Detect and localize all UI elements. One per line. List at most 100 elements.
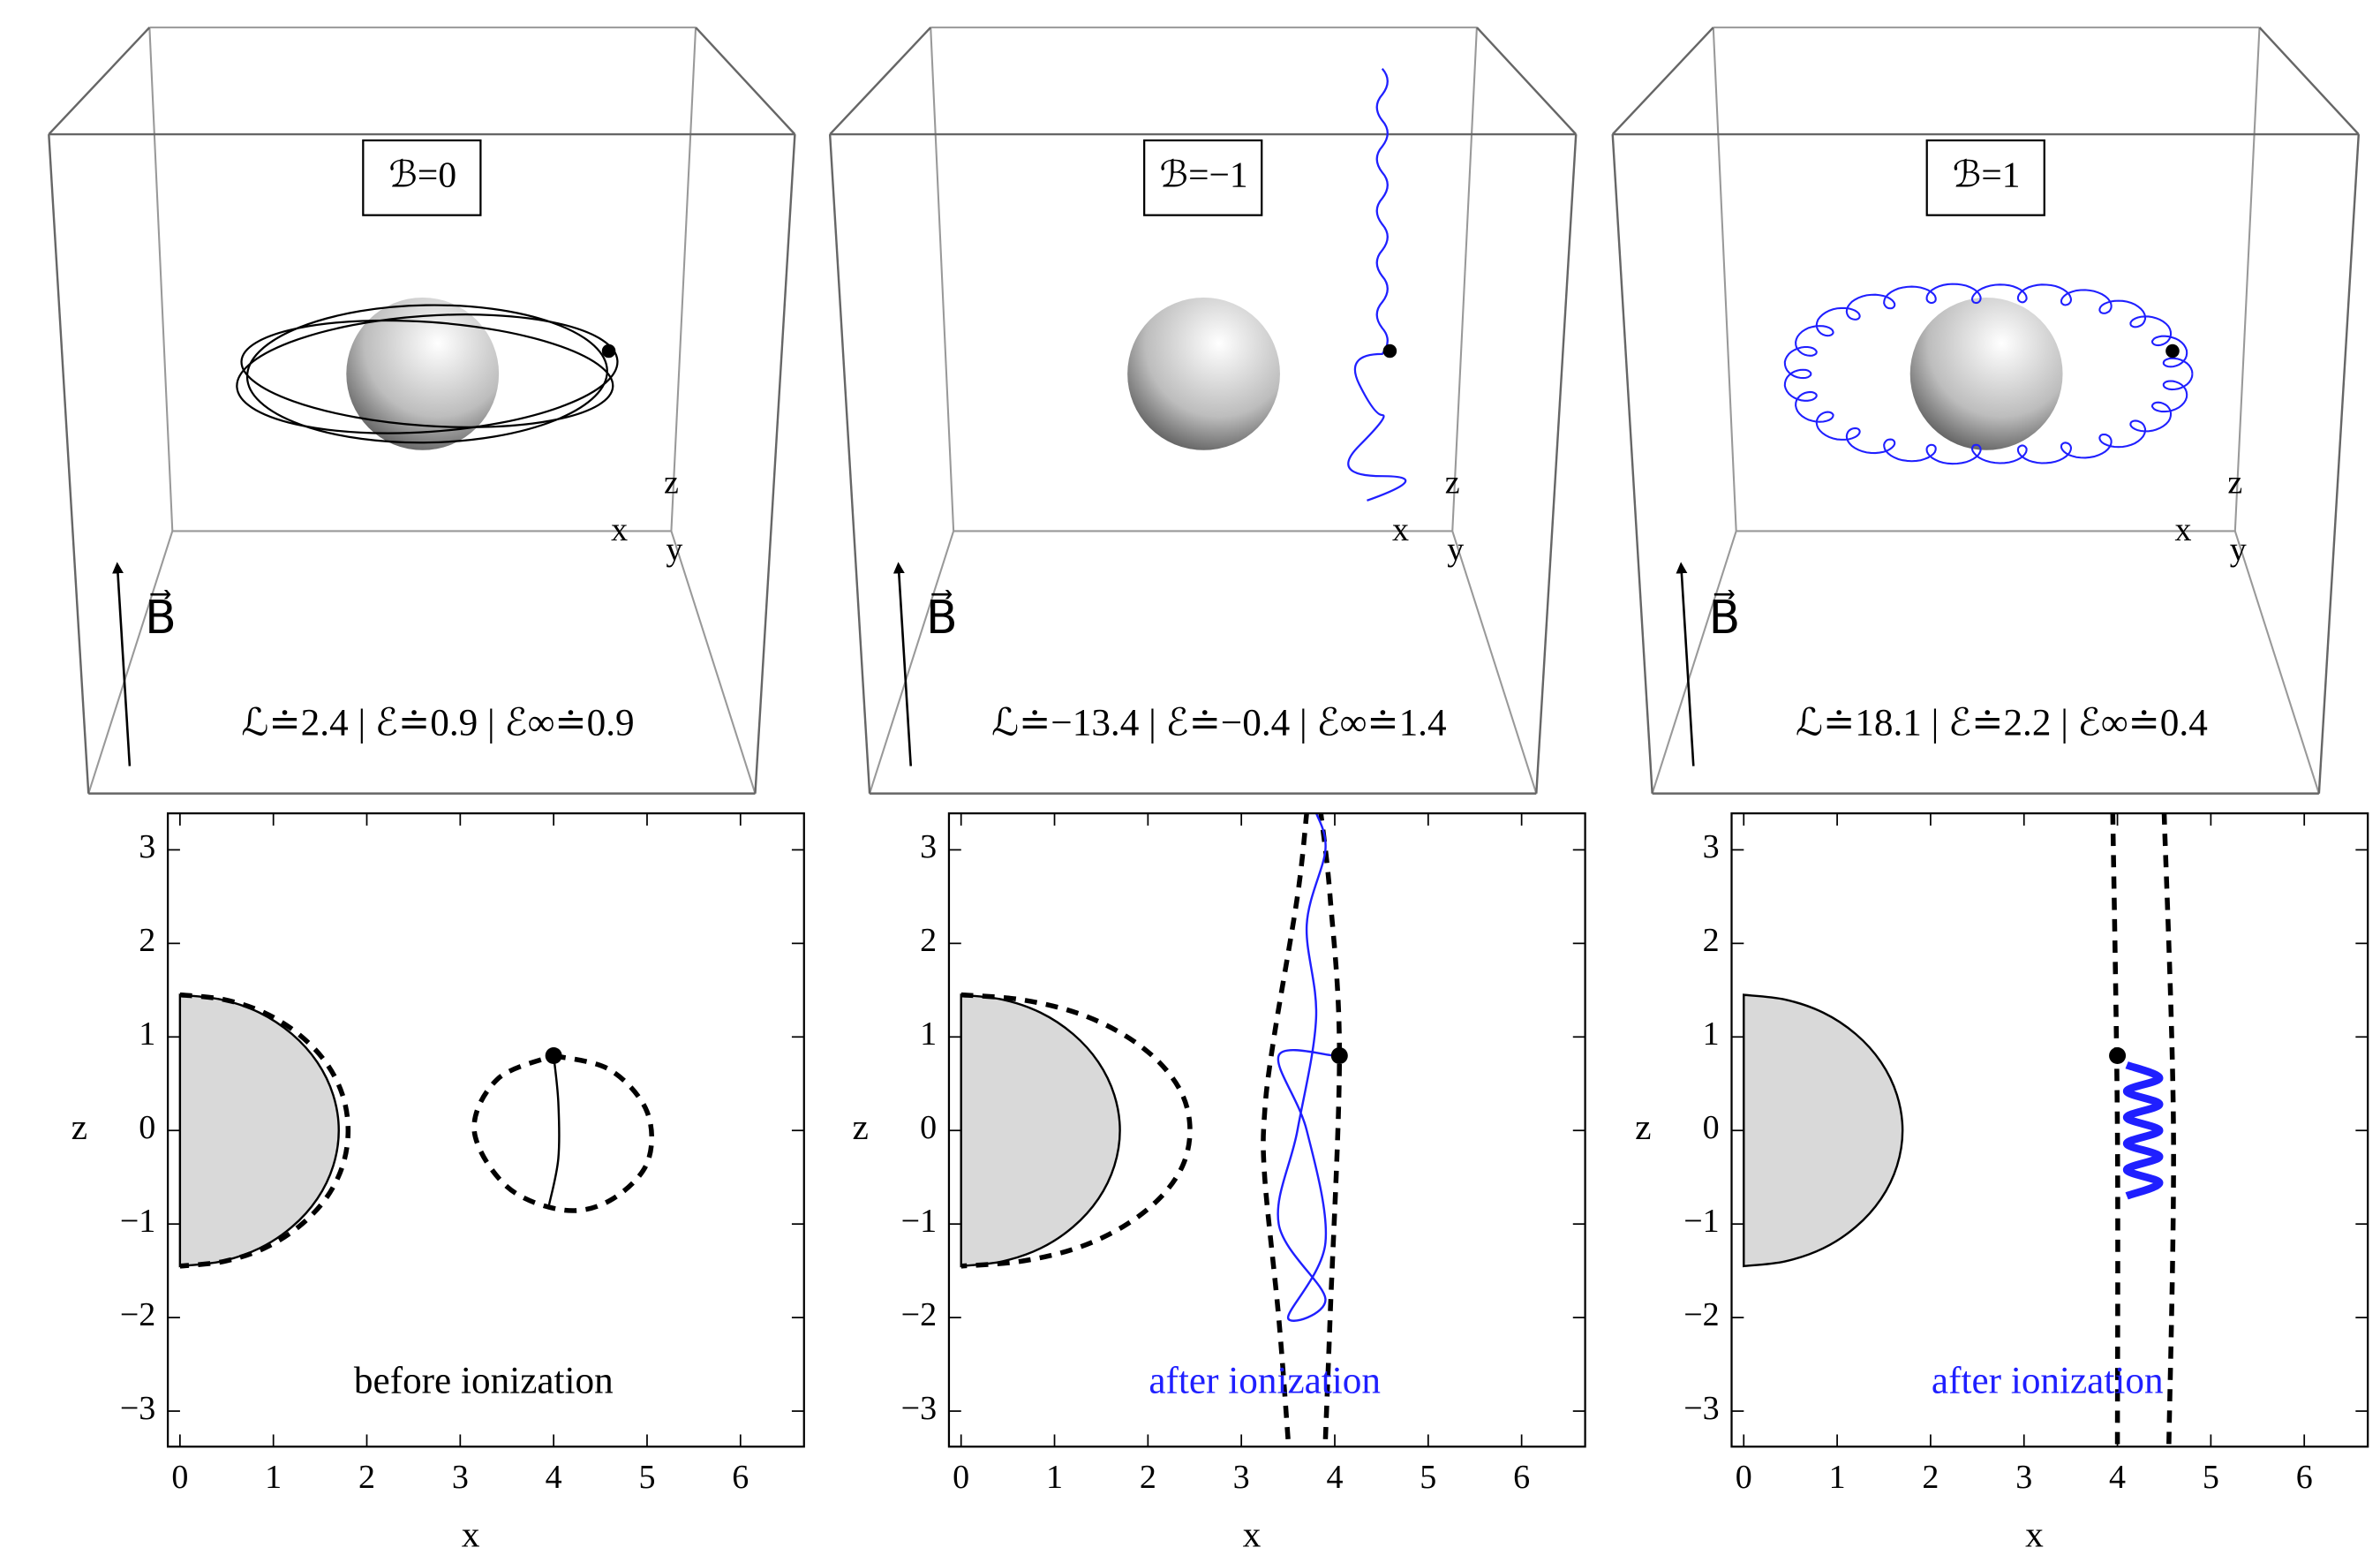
x-tick-label: 5 bbox=[638, 1459, 655, 1496]
x-tick-label: 0 bbox=[171, 1459, 188, 1496]
box-edge bbox=[48, 26, 151, 135]
x-tick-label: 6 bbox=[1513, 1459, 1530, 1496]
panel-3d: ℬ=0 x yz B⃗ ℒ≐2.4 | ℰ≐0.9 | ℰ∞≐0.9 bbox=[48, 26, 796, 795]
x-tick-label: 1 bbox=[1829, 1459, 1846, 1496]
axis-letter: y bbox=[666, 531, 682, 568]
panel-3d: ℬ=1 x yz B⃗ ℒ≐18.1 | ℰ≐2.2 | ℰ∞≐0.4 bbox=[1611, 26, 2361, 795]
panel-label: ℬ=1 bbox=[1953, 155, 2021, 195]
annotation: ℒ≐18.1 | ℰ≐2.2 | ℰ∞≐0.4 bbox=[1796, 703, 2208, 744]
axis-letter: y bbox=[2230, 531, 2247, 568]
y-tick-label: −2 bbox=[120, 1296, 155, 1333]
box-edge bbox=[695, 26, 796, 135]
y-tick-label: 0 bbox=[920, 1109, 937, 1146]
particle bbox=[601, 343, 616, 359]
y-tick-label: 1 bbox=[1703, 1015, 1720, 1053]
field-arrow bbox=[1676, 562, 1695, 766]
y-tick-label: 2 bbox=[1703, 922, 1720, 959]
x-tick-label: 6 bbox=[2296, 1459, 2313, 1496]
curve bbox=[1318, 813, 1343, 1439]
panel-label: ℬ=−1 bbox=[1159, 155, 1247, 195]
x-tick-label: 4 bbox=[546, 1459, 562, 1496]
label-box bbox=[362, 139, 482, 216]
box-edge bbox=[1712, 27, 1737, 532]
particle bbox=[2165, 343, 2180, 359]
plot-area bbox=[1743, 813, 2176, 1447]
curve bbox=[1277, 813, 1336, 1322]
x-tick-label: 2 bbox=[358, 1459, 375, 1496]
x-tick-label: 5 bbox=[2203, 1459, 2219, 1496]
y-tick-label: 0 bbox=[139, 1109, 155, 1146]
y-tick-label: −1 bbox=[1683, 1203, 1719, 1240]
box-edge bbox=[148, 27, 174, 532]
orbit bbox=[236, 313, 619, 434]
x-tick-label: 2 bbox=[1922, 1459, 1939, 1496]
sphere bbox=[1909, 297, 2063, 450]
y-tick-label: 1 bbox=[920, 1015, 937, 1053]
box-edge bbox=[2233, 27, 2261, 532]
box-edge bbox=[1651, 531, 1737, 794]
x-tick-label: 3 bbox=[452, 1459, 469, 1496]
y-tick-label: −1 bbox=[901, 1203, 937, 1240]
y-axis-label: z bbox=[1635, 1106, 1651, 1147]
y-tick-label: 3 bbox=[1703, 828, 1720, 865]
y-tick-label: −1 bbox=[120, 1203, 155, 1240]
field-label: B⃗ bbox=[926, 590, 958, 644]
box-edge bbox=[87, 531, 174, 794]
annotation: after ionization bbox=[1932, 1360, 2164, 1401]
axis-letter: z bbox=[664, 464, 679, 501]
panel-2d: 0 1 2 3 4 5 6 −3 −2 −1 0 1 2 3 x z after ionization bbox=[853, 811, 1586, 1555]
y-tick-label: −2 bbox=[901, 1296, 937, 1333]
y-axis-label: z bbox=[72, 1106, 87, 1147]
axis-letter: x bbox=[611, 511, 628, 548]
sphere-section bbox=[1743, 993, 1904, 1268]
y-tick-label: 3 bbox=[920, 828, 937, 865]
particle-marker bbox=[545, 1046, 562, 1064]
x-tick-label: 3 bbox=[1233, 1459, 1250, 1496]
x-tick-label: 0 bbox=[1736, 1459, 1752, 1496]
field-label: B⃗ bbox=[145, 590, 177, 644]
box-edge bbox=[1451, 27, 1478, 532]
x-tick-label: 0 bbox=[953, 1459, 969, 1496]
axis-letter: z bbox=[1445, 464, 1460, 501]
box-edge bbox=[754, 134, 796, 794]
y-tick-label: 0 bbox=[1703, 1109, 1720, 1146]
x-tick-label: 3 bbox=[2015, 1459, 2032, 1496]
annotation: before ionization bbox=[354, 1360, 614, 1401]
box-edge bbox=[1611, 26, 1714, 135]
panel-label: ℬ=0 bbox=[388, 155, 456, 195]
x-tick-label: 2 bbox=[1140, 1459, 1156, 1496]
panel-2d: 0 1 2 3 4 5 6 −3 −2 −1 0 1 2 3 x z after ionization bbox=[1635, 811, 2369, 1555]
axis-letter: y bbox=[1447, 531, 1464, 568]
box-edge bbox=[829, 26, 932, 135]
curve bbox=[2110, 813, 2120, 1447]
plot-area bbox=[178, 992, 655, 1269]
particle bbox=[1382, 343, 1397, 359]
box-edge bbox=[2233, 531, 2320, 794]
trajectory bbox=[1347, 68, 1407, 502]
box-edge bbox=[1476, 26, 1578, 135]
x-tick-label: 1 bbox=[265, 1459, 282, 1496]
x-tick-label: 6 bbox=[732, 1459, 749, 1496]
axis-letter: x bbox=[2175, 511, 2192, 548]
box-edge bbox=[2317, 134, 2361, 794]
y-tick-label: −3 bbox=[1683, 1390, 1719, 1427]
box-edge bbox=[1535, 134, 1578, 794]
field-arrow bbox=[112, 562, 132, 766]
orbit bbox=[240, 319, 614, 428]
x-axis-label: x bbox=[2025, 1514, 2044, 1555]
curve bbox=[547, 1055, 561, 1206]
label-box bbox=[1143, 139, 1263, 216]
axis-letter: x bbox=[1392, 511, 1409, 548]
annotation: ℒ≐2.4 | ℰ≐0.9 | ℰ∞≐0.9 bbox=[241, 703, 634, 744]
particle-marker bbox=[1330, 1046, 1348, 1064]
axis-letter: z bbox=[2227, 464, 2242, 501]
orbit bbox=[245, 304, 608, 444]
label-box bbox=[1925, 139, 2045, 216]
annotation: ℒ≐−13.4 | ℰ≐−0.4 | ℰ∞≐1.4 bbox=[991, 703, 1447, 744]
box-edge bbox=[670, 27, 697, 532]
x-axis-label: x bbox=[1243, 1514, 1262, 1555]
curve bbox=[960, 992, 1193, 1269]
panel-3d: ℬ=−1 x yz B⃗ ℒ≐−13.4 | ℰ≐−0.4 | ℰ∞≐1.4 bbox=[828, 26, 1578, 795]
